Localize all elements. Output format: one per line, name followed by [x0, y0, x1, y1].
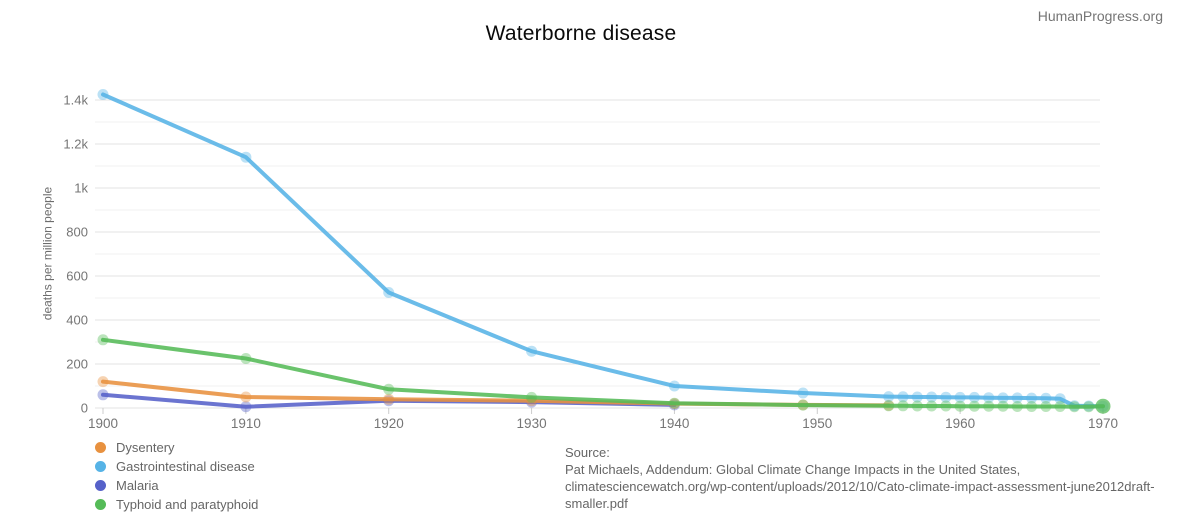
- y-axis-tick-label: 400: [66, 313, 88, 328]
- series-point-typhoid-and-paratyphoid[interactable]: [526, 391, 538, 403]
- x-axis-tick-label: 1920: [374, 416, 404, 431]
- series-point-gastrointestinal-disease[interactable]: [940, 391, 952, 403]
- series-point-malaria[interactable]: [240, 401, 252, 413]
- series-point-typhoid-and-paratyphoid[interactable]: [897, 400, 909, 412]
- series-point-gastrointestinal-disease[interactable]: [97, 89, 109, 100]
- x-axis-tick-label: 1970: [1088, 416, 1118, 431]
- y-axis-tick-label: 1.4k: [63, 93, 88, 108]
- legend-item-dysentery[interactable]: Dysentery: [95, 438, 258, 456]
- series-point-gastrointestinal-disease[interactable]: [926, 391, 938, 403]
- x-axis-tick-label: 1930: [517, 416, 547, 431]
- legend-label-typhoid: Typhoid and paratyphoid: [116, 496, 259, 512]
- legend-dot-typhoid: [95, 498, 106, 510]
- series-line-gastrointestinal-disease[interactable]: [101, 92, 1105, 409]
- y-axis-tick-label: 1k: [74, 181, 88, 196]
- series-point-typhoid-and-paratyphoid[interactable]: [983, 400, 995, 412]
- legend-item-typhoid[interactable]: Typhoid and paratyphoid: [95, 495, 258, 513]
- series-point-typhoid-and-paratyphoid[interactable]: [926, 400, 938, 412]
- series-point-gastrointestinal-disease[interactable]: [240, 151, 252, 163]
- x-axis-tick-label: 1960: [945, 416, 975, 431]
- legend-item-malaria[interactable]: Malaria: [95, 476, 258, 494]
- series-point-malaria[interactable]: [97, 389, 109, 401]
- series-point-gastrointestinal-disease[interactable]: [883, 391, 895, 403]
- source-text: Pat Michaels, Addendum: Global Climate C…: [565, 462, 1155, 511]
- series-point-dysentery[interactable]: [97, 376, 109, 388]
- x-axis-tick-label: 1940: [659, 416, 689, 431]
- series-point-typhoid-and-paratyphoid[interactable]: [1011, 401, 1023, 412]
- series-point-typhoid-and-paratyphoid[interactable]: [1026, 401, 1038, 412]
- source-note: Source: Pat Michaels, Addendum: Global C…: [565, 444, 1183, 512]
- series-point-typhoid-and-paratyphoid[interactable]: [668, 397, 680, 409]
- series-point-typhoid-and-paratyphoid[interactable]: [997, 400, 1009, 412]
- y-axis-tick-label: 0: [81, 401, 88, 416]
- legend-label-gastrointestinal: Gastrointestinal disease: [116, 458, 255, 474]
- series-point-gastrointestinal-disease[interactable]: [383, 287, 395, 298]
- series-point-typhoid-and-paratyphoid[interactable]: [940, 400, 952, 412]
- series-point-typhoid-and-paratyphoid[interactable]: [1054, 401, 1066, 412]
- legend-item-gastrointestinal[interactable]: Gastrointestinal disease: [95, 457, 258, 475]
- legend-dot-gastrointestinal: [95, 460, 106, 472]
- series-point-gastrointestinal-disease[interactable]: [954, 391, 966, 403]
- series-point-dysentery[interactable]: [383, 393, 395, 405]
- series-point-dysentery[interactable]: [240, 391, 252, 403]
- source-label: Source:: [565, 445, 610, 460]
- series-point-gastrointestinal-disease[interactable]: [968, 391, 980, 403]
- series-point-typhoid-and-paratyphoid[interactable]: [1083, 401, 1095, 413]
- series-point-typhoid-and-paratyphoid[interactable]: [240, 353, 252, 364]
- series-point-typhoid-and-paratyphoid[interactable]: [797, 399, 809, 411]
- series-point-gastrointestinal-disease[interactable]: [983, 392, 995, 404]
- x-axis-tick-label: 1910: [231, 416, 261, 431]
- x-axis-tick-label: 1900: [88, 416, 118, 431]
- series-point-typhoid-and-paratyphoid[interactable]: [383, 383, 395, 395]
- series-point-gastrointestinal-disease[interactable]: [1040, 392, 1052, 404]
- series-point-gastrointestinal-disease[interactable]: [997, 392, 1009, 404]
- series-point-typhoid-and-paratyphoid[interactable]: [1095, 398, 1111, 414]
- series-point-gastrointestinal-disease[interactable]: [1026, 392, 1038, 404]
- series-point-typhoid-and-paratyphoid[interactable]: [97, 334, 109, 346]
- series-point-typhoid-and-paratyphoid[interactable]: [883, 400, 895, 412]
- legend-label-dysentery: Dysentery: [116, 439, 175, 455]
- series-point-gastrointestinal-disease[interactable]: [668, 380, 680, 392]
- series-point-typhoid-and-paratyphoid[interactable]: [1068, 401, 1080, 413]
- y-axis-tick-label: 800: [66, 225, 88, 240]
- series-point-gastrointestinal-disease[interactable]: [1054, 393, 1066, 405]
- x-axis-tick-label: 1950: [802, 416, 832, 431]
- y-axis-tick-label: 1.2k: [63, 137, 88, 152]
- y-axis-tick-label: 600: [66, 269, 88, 284]
- legend: Dysentery Gastrointestinal disease Malar…: [95, 438, 258, 514]
- chart-title: Waterborne disease: [485, 22, 677, 45]
- series-point-gastrointestinal-disease[interactable]: [897, 391, 909, 403]
- series-point-typhoid-and-paratyphoid[interactable]: [954, 400, 966, 412]
- legend-label-malaria: Malaria: [116, 477, 159, 493]
- series-point-gastrointestinal-disease[interactable]: [526, 345, 538, 357]
- watermark: HumanProgress.org: [1037, 8, 1163, 24]
- series-line-typhoid-and-paratyphoid[interactable]: [101, 337, 1105, 409]
- y-axis-tick-label: 200: [66, 357, 88, 372]
- series-point-typhoid-and-paratyphoid[interactable]: [1040, 401, 1052, 412]
- series-point-gastrointestinal-disease[interactable]: [911, 391, 923, 403]
- series-point-typhoid-and-paratyphoid[interactable]: [911, 400, 923, 412]
- series-point-gastrointestinal-disease[interactable]: [1011, 392, 1023, 404]
- legend-dot-dysentery: [95, 441, 106, 453]
- legend-dot-malaria: [95, 479, 106, 491]
- series-point-gastrointestinal-disease[interactable]: [797, 387, 809, 399]
- series-point-typhoid-and-paratyphoid[interactable]: [968, 400, 980, 412]
